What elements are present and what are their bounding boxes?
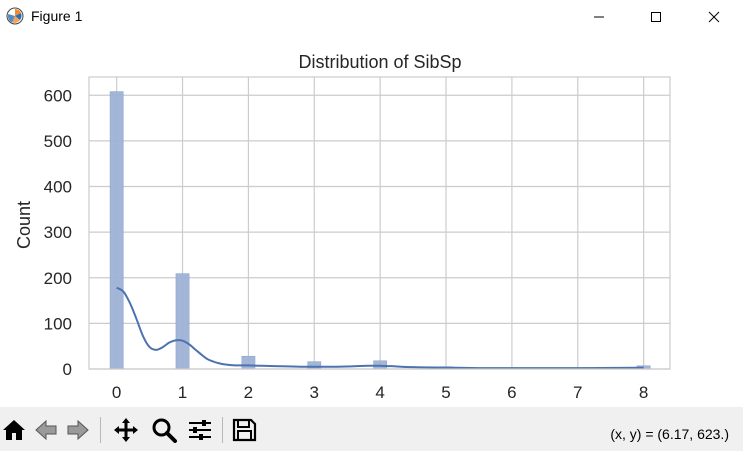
save-icon	[232, 418, 257, 442]
configure-subplots-icon	[189, 420, 211, 440]
home-icon	[3, 420, 25, 440]
x-tick-label: 8	[639, 383, 648, 402]
y-tick-label: 300	[44, 223, 72, 242]
histogram-bar	[109, 91, 124, 370]
matplotlib-logo-icon	[6, 7, 24, 25]
minimize-button[interactable]	[570, 0, 628, 33]
window-title: Figure 1	[31, 8, 83, 24]
x-tick-label: 2	[244, 383, 253, 402]
toolbar-separator	[100, 417, 101, 443]
pan-button[interactable]	[112, 416, 140, 444]
histogram-bar	[175, 273, 190, 370]
kde-line	[116, 286, 644, 370]
forward-icon	[67, 419, 89, 441]
x-tick-label: 4	[375, 383, 384, 402]
minimize-icon	[594, 16, 604, 17]
y-tick-label: 400	[44, 178, 72, 197]
figure-canvas[interactable]: Distribution of SibSp Count 0 1 2 3 4 5 6 7 8 0 10…	[0, 33, 743, 407]
home-button[interactable]	[0, 416, 28, 444]
x-tick-label: 3	[310, 383, 319, 402]
close-icon	[708, 11, 720, 22]
maximize-icon	[651, 11, 661, 22]
x-tick-label: 0	[112, 383, 121, 402]
window-titlebar: Figure 1	[0, 0, 743, 33]
back-button[interactable]	[32, 416, 60, 444]
histogram-bar	[241, 355, 256, 370]
histogram-chart: Distribution of SibSp Count 0 1 2 3 4 5 6 7 8 0 10…	[14, 52, 671, 402]
y-tick-label: 100	[44, 314, 72, 333]
zoom-icon	[152, 418, 177, 443]
y-tick-label: 500	[44, 132, 72, 151]
back-icon	[35, 419, 57, 441]
x-tick-label: 5	[441, 383, 450, 402]
chart-title: Distribution of SibSp	[298, 52, 461, 72]
x-tick-label: 7	[573, 383, 582, 402]
cursor-coordinates: (x, y) = (6.17, 623.)	[610, 426, 729, 442]
histogram-bar	[307, 361, 322, 370]
y-tick-label: 0	[63, 360, 72, 379]
pan-icon	[114, 418, 138, 442]
save-button[interactable]	[230, 416, 258, 444]
plot-frame	[88, 76, 671, 370]
y-tick-label: 200	[44, 269, 72, 288]
forward-button[interactable]	[64, 416, 92, 444]
maximize-button[interactable]	[627, 0, 685, 33]
y-axis-label: Count	[14, 201, 34, 249]
zoom-button[interactable]	[150, 416, 178, 444]
toolbar-separator	[222, 417, 223, 443]
x-tick-label: 1	[178, 383, 187, 402]
configure-subplots-button[interactable]	[186, 416, 214, 444]
navigation-toolbar: (x, y) = (6.17, 623.)	[0, 407, 743, 451]
close-button[interactable]	[685, 0, 743, 33]
y-tick-label: 600	[44, 86, 72, 105]
x-tick-label: 6	[507, 383, 516, 402]
